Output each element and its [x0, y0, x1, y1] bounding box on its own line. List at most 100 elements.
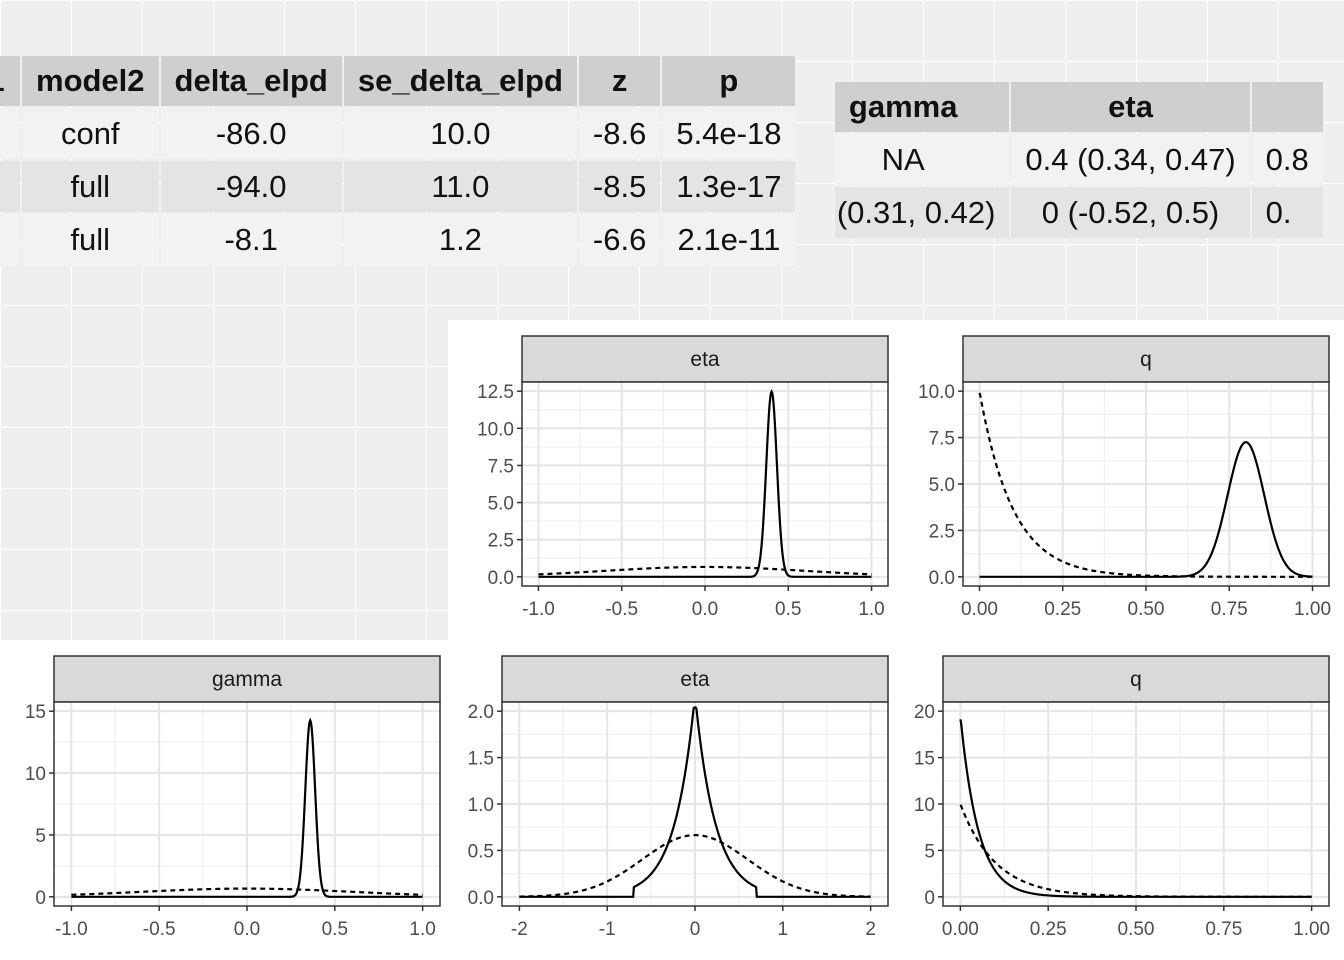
y-tick-label: 5.0: [488, 494, 514, 515]
y-tick-label: 10: [25, 764, 46, 785]
table-cell: NA: [835, 134, 1010, 185]
y-tick-label: 2.5: [488, 531, 514, 552]
facet-strip-label: eta: [680, 668, 710, 691]
solid-density-line: [71, 717, 423, 898]
table-cell: [0, 214, 20, 265]
table-header-row: gamma eta: [835, 82, 1323, 132]
dashed-density-line: [71, 887, 423, 896]
dashed-density-line: [959, 804, 1312, 898]
x-tick-label: -1: [599, 919, 616, 940]
table-row: full -8.1 1.2 -6.6 2.1e-11: [0, 214, 796, 265]
table-cell: 11.0: [343, 161, 577, 212]
table-cell: -8.5: [578, 161, 661, 212]
table-row: 6 (0.31, 0.42) 0 (-0.52, 0.5) 0.: [835, 187, 1323, 238]
table-cell: 5.4e-18: [662, 108, 796, 159]
y-tick-label: 1.5: [468, 749, 494, 770]
facet-strip-label: gamma: [212, 668, 282, 691]
table-cell: 0.4 (0.34, 0.47): [1011, 134, 1250, 185]
table-cell: -6.6: [578, 214, 661, 265]
y-tick-label: 7.5: [488, 456, 514, 477]
column-header: gamma: [835, 82, 1010, 132]
x-tick-label: 0.0: [692, 599, 718, 620]
y-tick-label: 10.0: [918, 382, 955, 403]
solid-density-line: [519, 706, 871, 898]
table-cell: -94.0: [160, 161, 342, 212]
facet-panel-q: q 0.0 2.5 5.0 7.5 10.0 0.00 0.25 0.50 0.75 1.00: [918, 335, 1331, 620]
parameter-estimates-table: gamma eta NA 0.4 (0.34, 0.47) 0.8 6 (0.3…: [835, 80, 1325, 240]
x-tick-label: 0.5: [322, 919, 348, 940]
x-tick-label: 0.5: [775, 599, 801, 620]
facet-strip: [521, 335, 889, 383]
x-tick-label: 0.00: [961, 599, 998, 620]
y-tick-label: 12.5: [477, 382, 514, 403]
facet-strip-label: q: [1140, 348, 1152, 371]
table-cell: conf: [22, 108, 159, 159]
dashed-density-line: [538, 565, 872, 576]
facet-panel-q: q 0 5 10 15 20 0.00 0.25 0.50 0.75 1.00: [914, 655, 1330, 940]
facet-panel-eta: eta 0.0 0.5 1.0 1.5 2.0 -2 -1 0 1 2: [468, 655, 889, 940]
y-tick-label: 5.0: [929, 475, 955, 496]
x-tick-label: 1.00: [1293, 919, 1330, 940]
x-tick-label: 0: [690, 919, 701, 940]
table-cell: -8.1: [160, 214, 342, 265]
table-header-row: 1 model2 delta_elpd se_delta_elpd z p: [0, 56, 796, 106]
estimates-table-clip: gamma eta NA 0.4 (0.34, 0.47) 0.8 6 (0.3…: [835, 80, 1344, 250]
x-tick-label: 2: [865, 919, 876, 940]
y-tick-label: 15: [25, 702, 46, 723]
table-cell: -8.6: [578, 108, 661, 159]
table-cell: 0.: [1251, 187, 1323, 238]
y-tick-label: 0.0: [929, 568, 955, 589]
x-tick-label: 1.00: [1294, 599, 1331, 620]
facet-strip: [942, 655, 1330, 703]
y-tick-label: 20: [914, 702, 935, 723]
x-tick-label: -1.0: [55, 919, 88, 940]
y-tick-label: 0.5: [468, 841, 494, 862]
table-row: full -94.0 11.0 -8.5 1.3e-17: [0, 161, 796, 212]
table-cell: 1.2: [343, 214, 577, 265]
dashed-density-line: [978, 392, 1313, 578]
x-tick-label: 0.50: [1118, 919, 1155, 940]
x-tick-label: -2: [511, 919, 528, 940]
y-tick-label: 0.0: [468, 888, 494, 909]
table-cell: 0.8: [1251, 134, 1323, 185]
x-tick-label: 0.75: [1205, 919, 1242, 940]
x-tick-label: 1.0: [858, 599, 884, 620]
y-tick-label: 15: [914, 749, 935, 770]
x-tick-label: 0.0: [234, 919, 260, 940]
column-header: [1251, 82, 1323, 132]
x-tick-label: -0.5: [605, 599, 638, 620]
facet-strip-label: q: [1130, 668, 1142, 691]
x-tick-label: 0.25: [1030, 919, 1067, 940]
y-tick-label: 10: [914, 795, 935, 816]
table-cell: [0, 161, 20, 212]
column-header: delta_elpd: [160, 56, 342, 106]
table-row: NA 0.4 (0.34, 0.47) 0.8: [835, 134, 1323, 185]
y-tick-label: 5: [924, 841, 935, 862]
x-tick-label: -0.5: [143, 919, 176, 940]
y-tick-label: 2.0: [468, 702, 494, 723]
column-header: z: [578, 56, 661, 106]
elpd-comparison-table: 1 model2 delta_elpd se_delta_elpd z p co…: [0, 54, 797, 267]
facet-strip: [962, 335, 1330, 383]
x-tick-label: 0.00: [942, 919, 979, 940]
x-tick-label: 0.25: [1044, 599, 1081, 620]
table-cell: 2.1e-11: [662, 214, 796, 265]
solid-density-line: [979, 441, 1313, 578]
table-cell: 10.0: [343, 108, 577, 159]
table-cell: -86.0: [160, 108, 342, 159]
facet-panel-gamma: gamma 0 5 10 15 -1.0 -0.5 0.0 0.5 1.0: [25, 655, 441, 940]
table-row: conf -86.0 10.0 -8.6 5.4e-18: [0, 108, 796, 159]
column-header: 1: [0, 56, 20, 106]
x-tick-label: -1.0: [522, 599, 555, 620]
y-tick-label: 0: [35, 888, 46, 909]
dashed-density-line: [519, 833, 871, 898]
table-cell: 0 (-0.52, 0.5): [1011, 187, 1250, 238]
y-tick-label: 5: [35, 826, 46, 847]
y-tick-label: 1.0: [468, 795, 494, 816]
table-cell: full: [22, 161, 159, 212]
y-tick-label: 0: [924, 888, 935, 909]
solid-density-line: [538, 389, 872, 578]
column-header: model2: [22, 56, 159, 106]
y-tick-label: 2.5: [929, 521, 955, 542]
facet-strip: [53, 655, 441, 703]
